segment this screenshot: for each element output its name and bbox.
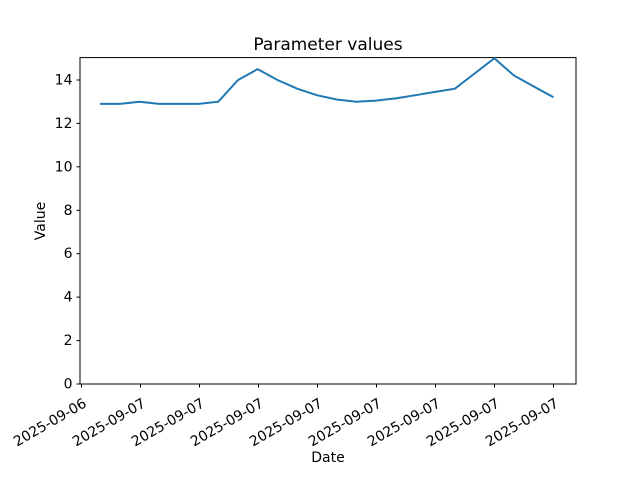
y-tick-label: 4 (64, 290, 73, 306)
y-tick-label: 6 (64, 246, 73, 262)
x-axis-label: Date (311, 450, 345, 466)
y-tick-label: 14 (55, 73, 73, 89)
data-line (100, 57, 554, 105)
y-tick-label: 0 (64, 377, 73, 393)
chart-title: Parameter values (253, 35, 403, 55)
y-tick-label: 12 (55, 116, 73, 132)
y-tick-label: 2 (64, 333, 73, 349)
y-tick-label: 10 (55, 159, 73, 175)
y-tick-label: 8 (64, 203, 73, 219)
plot-border (79, 57, 577, 385)
y-axis-label: Value (33, 201, 49, 241)
